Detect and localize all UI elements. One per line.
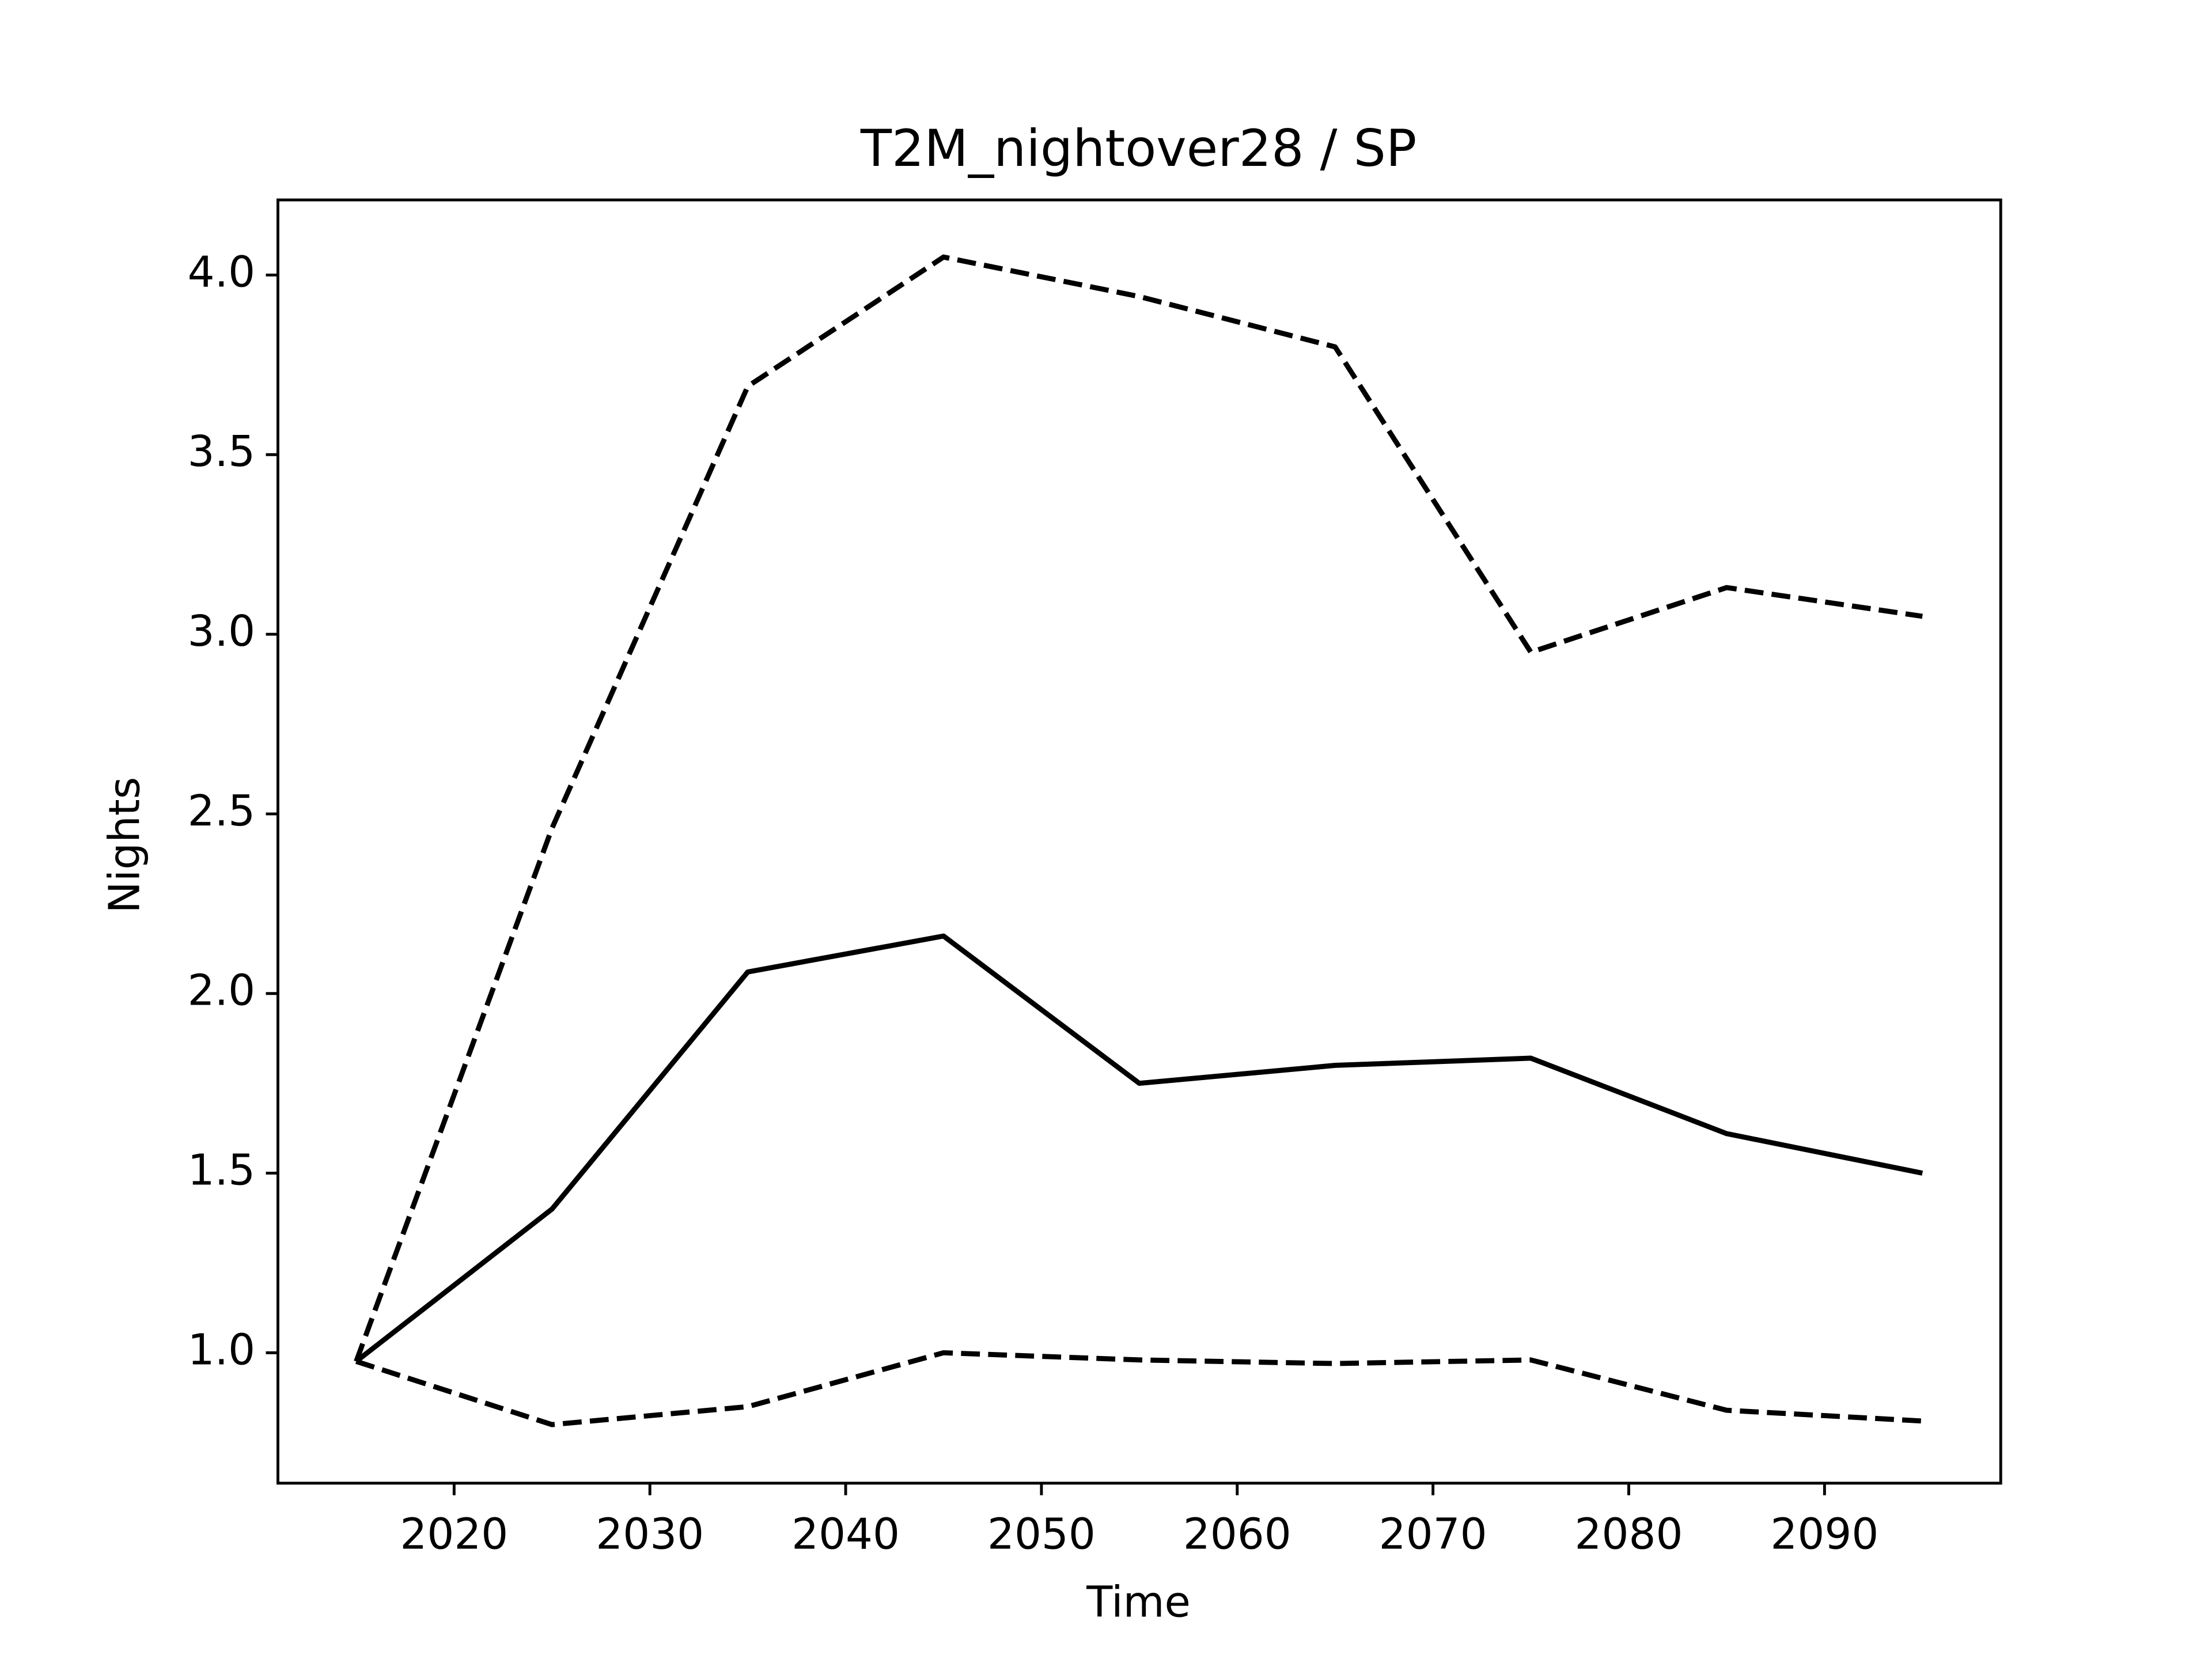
- x-tick-label: 2060: [1183, 1509, 1291, 1559]
- x-axis-label: Time: [1086, 1577, 1191, 1627]
- series-line: [354, 933, 1923, 1363]
- y-tick-label: 1.0: [188, 1325, 255, 1374]
- plot-frame: [276, 198, 2002, 1485]
- x-tick-label: 2080: [1575, 1509, 1683, 1559]
- y-axis-label: Nights: [100, 777, 150, 914]
- y-tick-label: 2.0: [188, 966, 255, 1016]
- chart-title: T2M_nightover28 / SP: [860, 119, 1416, 178]
- series-line: [354, 254, 1923, 1362]
- y-tick-label: 4.0: [188, 247, 255, 297]
- x-tick-label: 2030: [596, 1509, 704, 1559]
- x-tick-label: 2020: [400, 1509, 508, 1559]
- y-tick-label: 3.0: [188, 607, 255, 656]
- y-tick-label: 1.5: [188, 1146, 255, 1195]
- x-tick-label: 2070: [1379, 1509, 1487, 1559]
- series-line: [355, 1350, 1923, 1427]
- x-tick-label: 2050: [987, 1509, 1096, 1559]
- y-tick-label: 3.5: [188, 427, 255, 476]
- x-tick-label: 2090: [1770, 1509, 1878, 1559]
- x-tick-label: 2040: [791, 1509, 900, 1559]
- y-tick-label: 2.5: [188, 786, 255, 836]
